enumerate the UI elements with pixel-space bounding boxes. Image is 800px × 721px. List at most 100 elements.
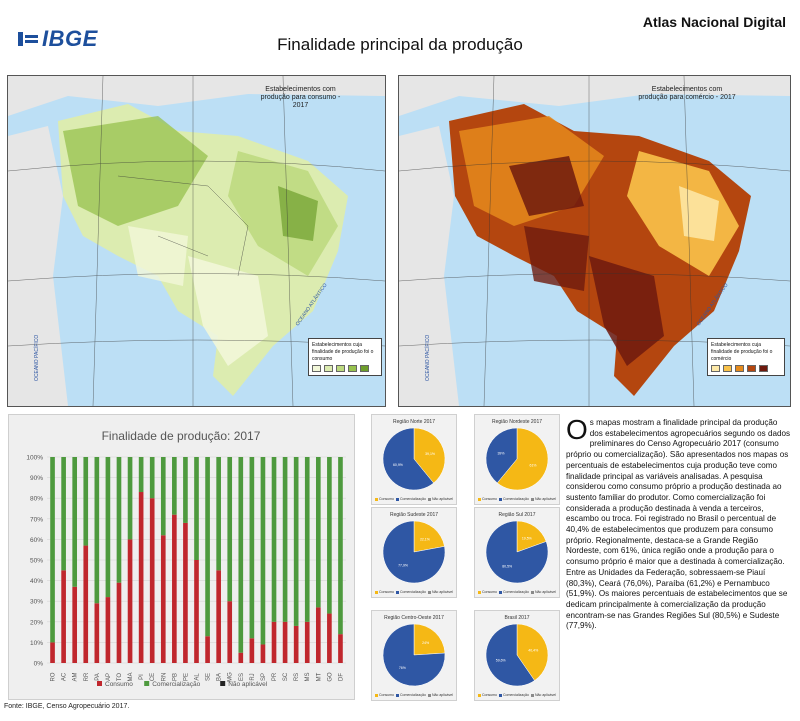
pie-card: Região Centro-Oeste 2017 24% 76% Consumo Com… [371,610,457,701]
source-note: Fonte: IBGE, Censo Agropecuário 2017. [4,703,130,710]
bar-AL-Consumo [194,560,199,663]
map-consumo: OCEANO ATLÂNTICO OCEANO PACÍFICO Estabel… [7,75,386,407]
x-tick-label: PR [272,672,278,681]
x-tick-label: SP [261,673,267,681]
pie-legend: Consumo Comercialização Não aplicável [477,590,557,594]
y-tick-label: 40% [30,578,43,585]
map-consumo-legend-swatches [312,365,378,372]
x-tick-label: CE [150,673,156,681]
pie-slice-Consumo [413,520,445,553]
bar-SP-Consumo [260,644,266,663]
legend-swatch [530,590,534,594]
bar-MG-Consumo [227,601,233,663]
x-tick-label: ES [239,673,245,681]
pie-chart: 24% 76% [382,623,446,687]
legend-swatch [97,681,102,686]
legend-swatch [478,590,482,594]
legend-swatch [396,590,400,594]
legend-label: Não aplicável [534,497,556,501]
bar-MS-Comercialização [304,457,310,622]
legend-swatch [336,365,345,372]
pie-slice-label: 59,6% [496,659,506,663]
legend-label: Consumo [482,590,497,594]
y-tick-label: 20% [30,619,43,626]
x-tick-label: TO [117,673,123,682]
dropcap: O [566,414,588,445]
bar-AC-Comercialização [61,457,66,571]
bar-GO-Comercialização [327,457,332,614]
legend-swatch [220,681,226,686]
ibge-logo: IBGE [18,26,98,52]
bar-PR-Comercialização [271,457,277,622]
legend-label: Consumo [105,681,133,688]
pie-legend-item: Consumo [478,693,497,697]
legend-label: Não aplicável [431,590,453,594]
bar-MS-Consumo [304,621,310,663]
pie-slice-Comercialização [485,623,535,687]
legend-label: Consumo [482,497,497,501]
map-comercio-legend-title: Estabelecimentos cuja finalidade de prod… [711,342,773,362]
bar-SC-Comercialização [282,457,288,622]
bar-chart: Finalidade de produção: 2017 0% 10% 20% 30% 4… [26,429,346,688]
x-tick-label: SC [283,672,289,681]
pie-legend-item: Comercialização [499,693,529,697]
pie-legend-item: Consumo [375,693,394,697]
bar-RO-Consumo [50,642,55,663]
bar-MT-Comercialização [315,457,321,608]
pie-slice-label: 24% [422,641,429,645]
pie-legend: Consumo Comercialização Não aplicável [477,497,557,501]
pie-legend-item: Não aplicável [427,590,453,594]
legend-swatch [144,681,150,686]
x-tick-label: DF [338,673,344,681]
y-tick-label: 90% [30,475,43,482]
pie-slice-label: 80,5% [502,564,512,568]
x-tick-label: AM [73,672,79,681]
pie-legend-item: Consumo [478,497,497,501]
pie-legend: Consumo Comercialização Não aplicável [374,497,454,501]
pie-slice-Comercialização [382,427,434,491]
y-tick-label: 70% [30,516,43,523]
pie-slice-label: 22,1% [420,537,430,541]
legend-swatch [360,365,369,372]
pie-title: Brasil 2017 [504,615,530,621]
pie-legend: Consumo Comercialização Não aplicável [374,590,454,594]
bar-RO-Comercialização [50,457,55,643]
logo-text: IBGE [42,26,98,51]
legend-label: Não aplicável [534,693,556,697]
legend-label: Comercialização [503,590,529,594]
ibge-logo-mark-icon [18,32,38,46]
x-tick-label: RJ [250,673,256,680]
bar-RR-Consumo [83,545,89,663]
pie-slice-Consumo [413,623,446,656]
legend-label: Não aplicável [431,497,453,501]
y-tick-label: 10% [30,640,43,647]
bar-CE-Comercialização [149,457,155,499]
legend-swatch [478,693,482,697]
bar-RR-Comercialização [83,457,89,546]
bar-AL-Comercialização [194,457,199,560]
map-consumo-legend-title: Estabelecimentos cuja finalidade de prod… [312,342,374,362]
bar-chart-title: Finalidade de produção: 2017 [102,429,261,443]
pie-slice-label: 60,9% [393,463,403,467]
x-tick-label: MG [228,672,234,682]
bar-TO-Consumo [116,582,122,663]
legend-swatch [427,693,431,697]
map-comercio-legend-swatches [711,365,781,372]
legend-swatch [375,693,379,697]
bar-MA-Comercialização [127,457,133,540]
map-comercio-ocean-pacific-label: OCEANO PACÍFICO [424,335,431,381]
legend-swatch [427,590,431,594]
pie-card: Brasil 2017 40,4% 59,6% Consumo Comercializa… [474,610,560,701]
description-body: s mapas mostram a finalidade principal d… [566,418,791,631]
legend-swatch [499,693,503,697]
atlas-title: Atlas Nacional Digital [642,14,786,30]
x-tick-label: BA [217,673,223,681]
legend-swatch [747,365,756,372]
bar-CE-Consumo [149,498,155,663]
pie-chart: 39,1% 60,9% [382,427,446,491]
pie-chart: 19,5% 80,5% [485,520,549,584]
bar-RS-Consumo [293,625,299,663]
bar-PI-Comercialização [138,457,144,493]
pie-slice-Consumo [413,427,446,484]
legend-label: Comercialização [400,693,426,697]
